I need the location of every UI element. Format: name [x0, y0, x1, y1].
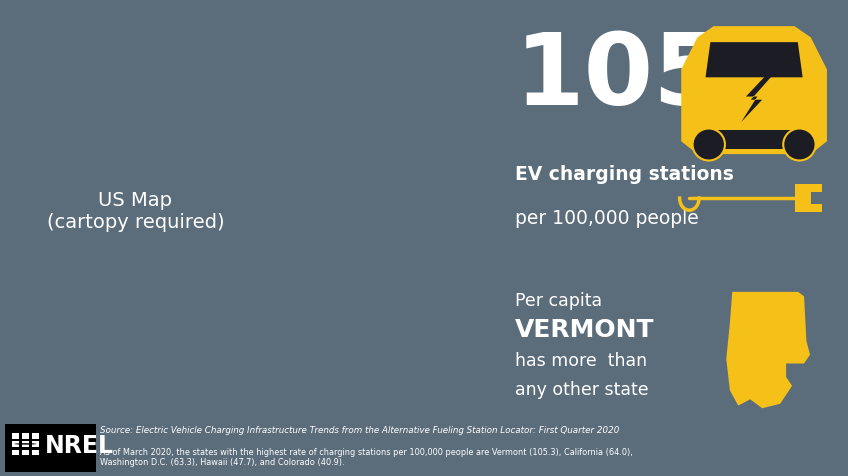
FancyBboxPatch shape [12, 433, 19, 439]
Text: has more  than: has more than [515, 351, 647, 369]
Circle shape [14, 443, 36, 445]
FancyBboxPatch shape [22, 433, 29, 439]
FancyBboxPatch shape [22, 441, 29, 447]
Text: As of March 2020, the states with the highest rate of charging stations per 100,: As of March 2020, the states with the hi… [100, 447, 633, 466]
Text: VERMONT: VERMONT [515, 317, 655, 341]
FancyBboxPatch shape [32, 450, 39, 456]
Text: NREL: NREL [45, 433, 114, 457]
Text: per 100,000 people: per 100,000 people [515, 208, 699, 228]
Text: EV charging stations: EV charging stations [515, 164, 734, 183]
FancyBboxPatch shape [22, 450, 29, 456]
FancyBboxPatch shape [32, 433, 39, 439]
Text: US Map
(cartopy required): US Map (cartopy required) [47, 190, 224, 231]
FancyBboxPatch shape [12, 450, 19, 456]
Text: 105: 105 [515, 29, 723, 126]
FancyBboxPatch shape [32, 441, 39, 447]
Text: Source: Electric Vehicle Charging Infrastructure Trends from the Alternative Fue: Source: Electric Vehicle Charging Infras… [100, 426, 619, 435]
Text: any other state: any other state [515, 380, 649, 398]
FancyBboxPatch shape [12, 441, 19, 447]
FancyBboxPatch shape [5, 424, 96, 472]
Text: Per capita: Per capita [515, 291, 602, 309]
